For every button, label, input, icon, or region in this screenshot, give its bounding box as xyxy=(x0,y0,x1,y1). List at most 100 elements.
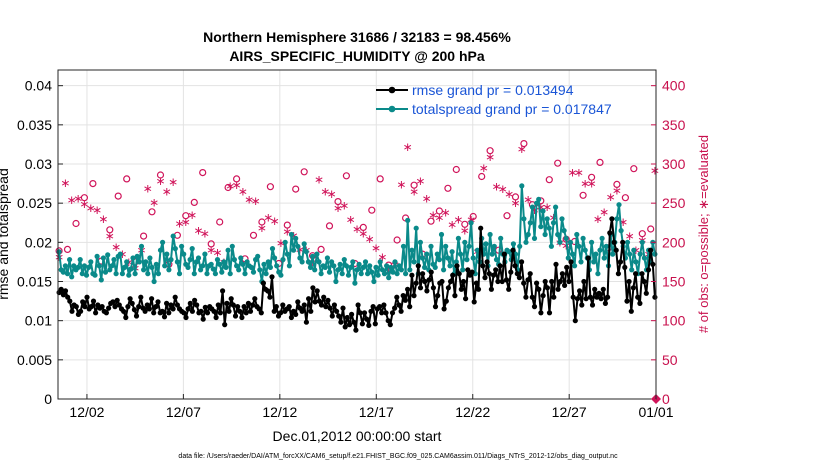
rmse-point xyxy=(465,267,471,273)
rmse-point xyxy=(256,306,262,312)
obs-possible-point xyxy=(427,217,435,225)
obs-evaluated-point: ∗ xyxy=(314,173,324,187)
rmse-point xyxy=(189,308,195,314)
totalspread-point xyxy=(373,264,379,270)
rmse-point xyxy=(605,294,611,300)
totalspread-point xyxy=(343,263,349,269)
totalspread-point xyxy=(339,271,345,277)
rmse-point xyxy=(508,269,514,275)
totalspread-point xyxy=(542,231,548,238)
totalspread-point xyxy=(398,267,404,273)
obs-evaluated-point: ∗ xyxy=(517,142,527,156)
rmse-point xyxy=(78,308,84,314)
y2-axis-label: # of obs: o=possible; ∗=evaluated xyxy=(696,135,711,333)
obs-evaluated-point: ∗ xyxy=(174,217,184,231)
rmse-point xyxy=(527,271,533,277)
rmse-point xyxy=(471,299,477,305)
rmse-point xyxy=(271,308,277,314)
obs-possible-point xyxy=(503,212,511,220)
rmse-point xyxy=(607,230,613,236)
obs-possible-point xyxy=(216,218,224,226)
totalspread-point xyxy=(534,200,540,206)
rmse-point xyxy=(551,294,557,300)
rmse-point xyxy=(110,299,116,305)
obs-evaluated-point: ∗ xyxy=(523,192,533,206)
rmse-point xyxy=(226,308,232,314)
totalspread-point xyxy=(174,259,180,265)
totalspread-point xyxy=(145,271,151,277)
rmse-point xyxy=(572,318,578,324)
totalspread-point xyxy=(582,247,588,253)
rmse-point xyxy=(299,308,305,314)
rmse-point xyxy=(370,304,376,310)
totalspread-point xyxy=(369,269,375,275)
rmse-point xyxy=(60,292,66,298)
totalspread-point xyxy=(293,235,299,241)
totalspread-point xyxy=(460,267,466,273)
rmse-point xyxy=(525,277,531,283)
rmse-point xyxy=(613,247,619,253)
totalspread-point xyxy=(527,220,533,226)
plot-frame xyxy=(57,69,657,400)
totalspread-point xyxy=(126,272,132,278)
totalspread-point xyxy=(396,263,402,269)
obs-possible-point xyxy=(376,175,384,183)
rmse-point xyxy=(273,304,279,310)
totalspread-point xyxy=(419,255,426,261)
rmse-point xyxy=(426,277,432,283)
totalspread-point xyxy=(445,255,451,261)
rmse-point xyxy=(523,294,529,300)
rmse-point xyxy=(512,263,518,269)
totalspread-point xyxy=(314,251,320,257)
rmse-point xyxy=(164,300,170,306)
rmse-point xyxy=(153,304,159,310)
totalspread-point xyxy=(124,259,130,265)
rmse-point xyxy=(445,285,451,291)
x-tick-label: 01/01 xyxy=(638,404,673,420)
totalspread-point xyxy=(614,216,620,222)
rmse-series xyxy=(56,216,658,333)
totalspread-point xyxy=(403,271,409,277)
totalspread-point xyxy=(307,264,314,270)
obs-evaluated-point: ∗ xyxy=(282,224,292,238)
rmse-point xyxy=(185,306,191,312)
totalspread-point xyxy=(318,271,324,277)
totalspread-point xyxy=(166,267,172,273)
y-tick-label: 0.01 xyxy=(25,313,52,329)
totalspread-point xyxy=(394,271,400,277)
rmse-point xyxy=(222,322,228,328)
rmse-point xyxy=(413,280,419,286)
rmse-point xyxy=(402,297,408,303)
obs-evaluated-point: ∗ xyxy=(86,201,96,215)
totalspread-point xyxy=(337,261,343,267)
totalspread-point xyxy=(64,271,71,277)
totalspread-point xyxy=(111,257,117,263)
rmse-point xyxy=(506,286,512,292)
rmse-point xyxy=(577,288,583,294)
totalspread-point xyxy=(181,251,187,257)
totalspread-point xyxy=(269,246,276,252)
rmse-point xyxy=(131,307,137,313)
totalspread-point xyxy=(122,264,128,270)
totalspread-point xyxy=(200,263,206,269)
obs-possible-point xyxy=(258,218,266,226)
obs-possible-point xyxy=(469,212,477,221)
obs-possible-point xyxy=(393,236,401,244)
rmse-point xyxy=(200,316,206,322)
rmse-point xyxy=(456,271,462,277)
totalspread-point xyxy=(345,272,352,278)
rmse-point xyxy=(570,294,576,300)
obs-evaluated-point: ∗ xyxy=(599,205,609,219)
obs-possible-point xyxy=(613,180,621,188)
rmse-point xyxy=(639,271,645,277)
rmse-point xyxy=(441,306,447,312)
obs-possible-point xyxy=(359,223,367,231)
totalspread-point xyxy=(312,267,318,273)
totalspread-point xyxy=(555,231,561,238)
rmse-point xyxy=(460,278,467,285)
obs-evaluated-point: ∗ xyxy=(434,210,444,224)
obs-evaluated-point: ∗ xyxy=(396,177,406,191)
rmse-point xyxy=(344,314,350,321)
obs-possible-point xyxy=(511,193,520,201)
rmse-point xyxy=(295,299,301,305)
